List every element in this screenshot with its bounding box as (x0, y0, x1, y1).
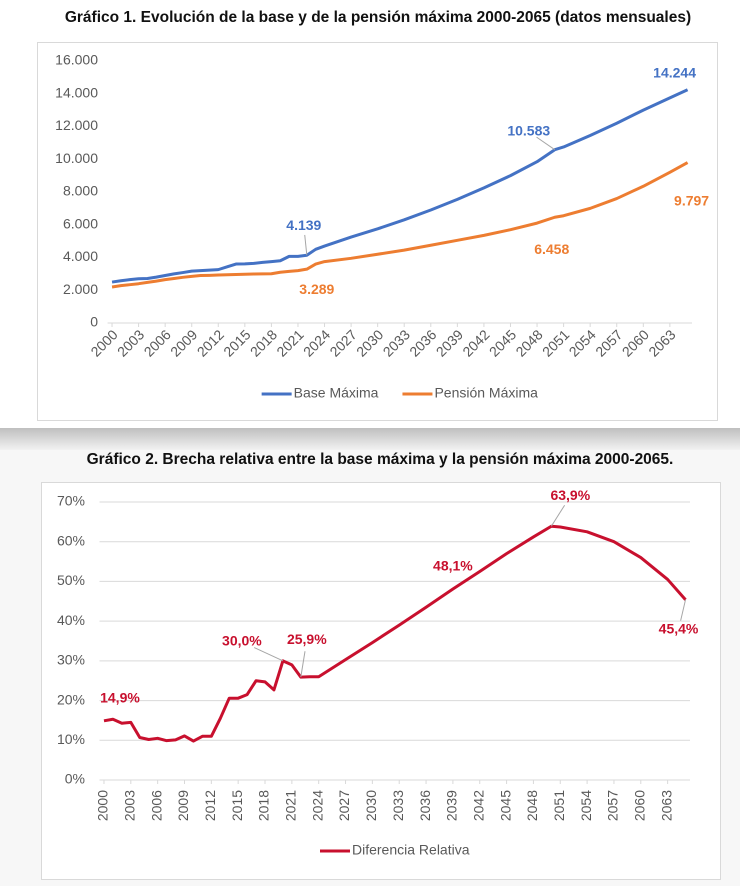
series-line (111, 161, 689, 289)
x-tick-label: 2024 (309, 790, 325, 821)
y-tick-label: 0% (65, 771, 85, 787)
data-label: 14,9% (100, 690, 140, 706)
y-tick-label: 0 (90, 314, 98, 330)
chart-title: Gráfico 2. Brecha relativa entre la base… (87, 451, 674, 468)
x-tick-label: 2030 (363, 790, 379, 821)
y-tick-label: 4.000 (63, 248, 98, 264)
series-line (111, 88, 689, 284)
y-tick-label: 40% (57, 612, 85, 628)
x-tick-label: 2003 (122, 790, 138, 821)
series-line (103, 524, 687, 743)
data-label: 10.583 (507, 122, 550, 138)
x-tick-label: 2051 (551, 790, 567, 821)
legend-label: Diferencia Relativa (352, 842, 470, 858)
y-tick-label: 6.000 (63, 215, 98, 231)
leader-line (304, 234, 308, 256)
leader-line (254, 647, 284, 662)
leader-line (680, 599, 687, 621)
data-label: 45,4% (659, 620, 699, 636)
x-tick-label: 2015 (229, 790, 245, 821)
x-tick-label: 2021 (283, 790, 299, 821)
x-tick-label: 2063 (658, 790, 674, 821)
x-tick-label: 2000 (95, 790, 111, 821)
y-tick-label: 70% (57, 493, 85, 509)
chart-1-frame (37, 42, 718, 421)
data-label: 9.797 (674, 192, 709, 208)
y-tick-label: 12.000 (55, 117, 98, 133)
x-tick-label: 2036 (417, 790, 433, 821)
x-tick-label: 2039 (444, 790, 460, 821)
y-tick-label: 60% (57, 532, 85, 548)
data-label: 14.244 (653, 64, 696, 80)
x-tick-label: 2054 (578, 790, 594, 821)
x-tick-label: 2048 (524, 790, 540, 821)
y-tick-label: 16.000 (55, 52, 98, 68)
x-tick-label: 2060 (631, 790, 647, 821)
y-tick-label: 10.000 (55, 150, 98, 166)
data-label: 25,9% (287, 631, 327, 647)
x-tick-label: 2006 (148, 790, 164, 821)
legend-label: Pensión Máxima (434, 385, 538, 401)
leader-line (550, 504, 566, 527)
data-label: 6.458 (534, 241, 569, 257)
x-tick-label: 2042 (470, 790, 486, 821)
chart-2-frame (41, 482, 721, 880)
x-tick-label: 2018 (256, 790, 272, 821)
x-tick-label: 2057 (605, 790, 621, 821)
data-label: 4.139 (286, 217, 321, 233)
data-label: 3.289 (299, 281, 334, 297)
leader-line (536, 136, 556, 151)
legend-label: Base Máxima (294, 385, 379, 401)
x-tick-label: 2012 (202, 790, 218, 821)
y-tick-label: 20% (57, 691, 85, 707)
leader-line (300, 651, 306, 678)
data-label: 30,0% (222, 633, 262, 649)
y-tick-label: 14.000 (55, 84, 98, 100)
x-tick-label: 2009 (175, 790, 191, 821)
separator (0, 428, 740, 450)
y-tick-label: 10% (57, 731, 85, 747)
x-tick-label: 2033 (390, 790, 406, 821)
data-label: 48,1% (433, 558, 473, 574)
y-tick-label: 30% (57, 652, 85, 668)
y-tick-label: 8.000 (63, 183, 98, 199)
data-label: 63,9% (550, 487, 590, 503)
x-tick-label: 2045 (497, 790, 513, 821)
x-tick-label: 2027 (336, 790, 352, 821)
y-tick-label: 2.000 (63, 281, 98, 297)
y-tick-label: 50% (57, 572, 85, 588)
chart-title: Gráfico 1. Evolución de la base y de la … (65, 9, 691, 26)
